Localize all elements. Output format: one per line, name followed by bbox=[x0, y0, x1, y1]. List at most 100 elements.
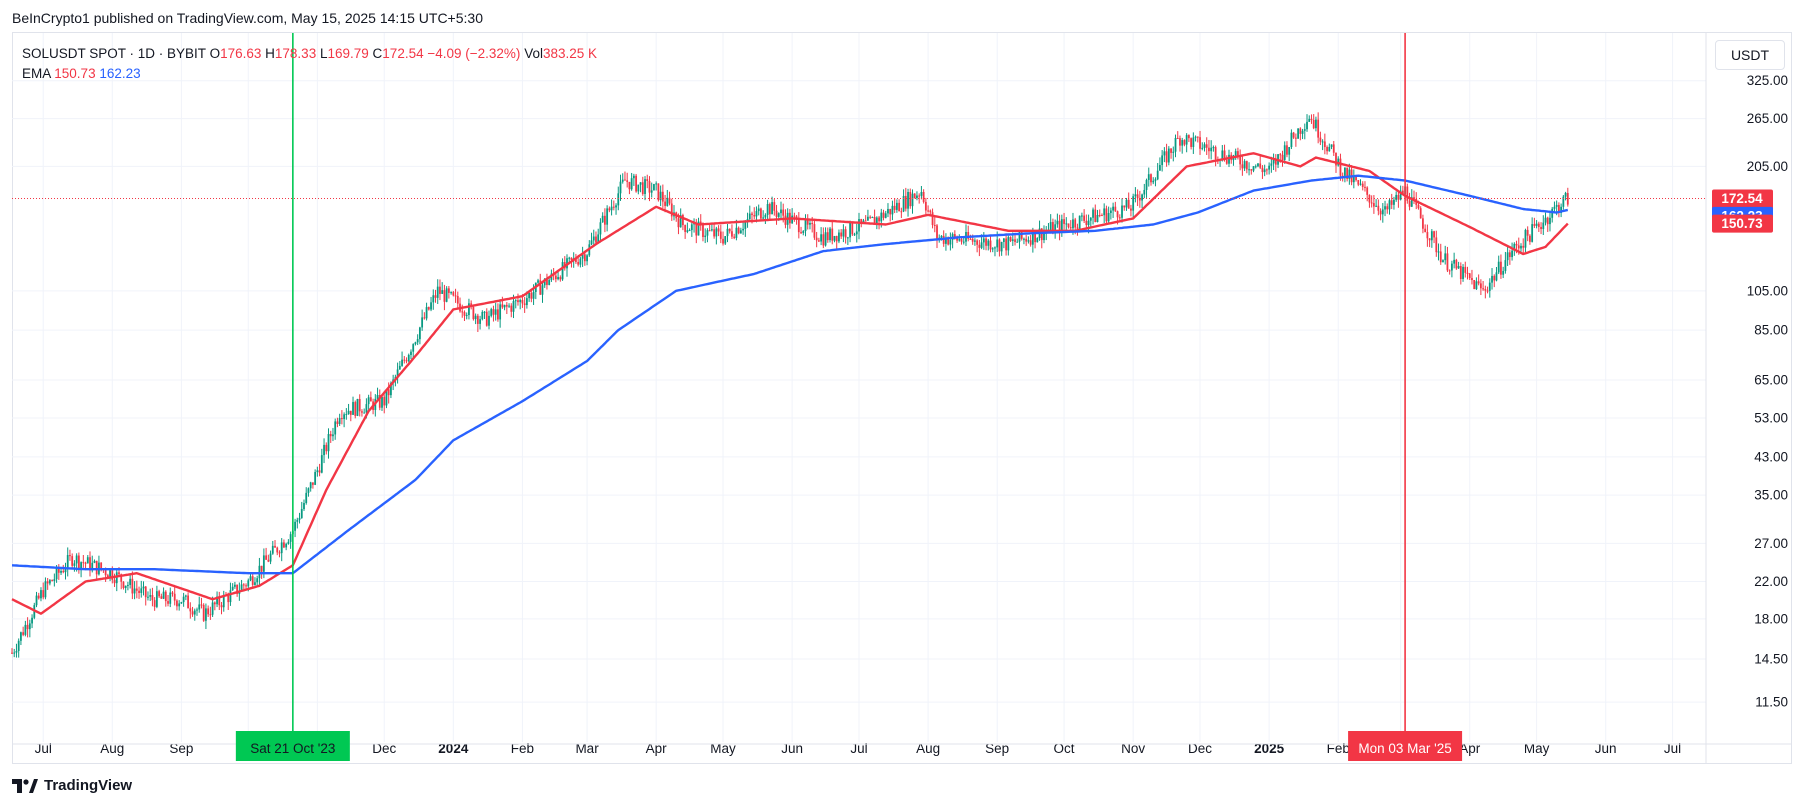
candle-body bbox=[262, 555, 265, 572]
candle-body bbox=[853, 234, 856, 236]
candle-body bbox=[26, 624, 29, 630]
candle-body bbox=[846, 237, 849, 239]
candle-body bbox=[383, 396, 386, 406]
currency-button[interactable]: USDT bbox=[1715, 40, 1785, 70]
candle-body bbox=[1161, 155, 1164, 166]
candle-body bbox=[1551, 208, 1554, 218]
close-value: 172.54 bbox=[382, 46, 424, 61]
candle-body bbox=[1468, 273, 1471, 279]
candle-body bbox=[958, 239, 961, 241]
candle-body bbox=[75, 555, 78, 564]
candle-body bbox=[1310, 118, 1313, 120]
candle-body bbox=[1495, 272, 1498, 281]
candle-body bbox=[269, 553, 272, 562]
brand-name: TradingView bbox=[44, 777, 133, 794]
candle-body bbox=[358, 398, 361, 412]
candle-body bbox=[1359, 183, 1362, 185]
candle-body bbox=[612, 206, 615, 208]
candle-body bbox=[329, 434, 332, 437]
candle-body bbox=[831, 228, 834, 241]
candle-body bbox=[118, 572, 120, 575]
candle-body bbox=[679, 214, 682, 228]
candle-body bbox=[133, 588, 136, 594]
x-tick-label: Mar bbox=[575, 741, 599, 756]
tradingview-brand[interactable]: TradingView bbox=[12, 777, 132, 794]
candle-body bbox=[971, 238, 974, 242]
ema-label[interactable]: EMA bbox=[22, 66, 51, 81]
candle-body bbox=[1011, 239, 1014, 241]
candle-body bbox=[242, 584, 245, 586]
candle-body bbox=[762, 217, 765, 219]
candle-body bbox=[1150, 174, 1152, 183]
candle-body bbox=[1386, 206, 1389, 210]
candle-body bbox=[327, 434, 330, 452]
candle-body bbox=[644, 179, 646, 195]
candle-body bbox=[842, 229, 845, 237]
candle-body bbox=[1435, 237, 1438, 253]
x-tick-label: Apr bbox=[1459, 741, 1481, 756]
candle-body bbox=[1446, 253, 1449, 271]
candle-body bbox=[111, 570, 114, 580]
candle-body bbox=[213, 602, 216, 605]
candle-body bbox=[343, 414, 346, 420]
candle-body bbox=[784, 215, 787, 225]
candle-body bbox=[265, 555, 267, 560]
candle-body bbox=[452, 292, 455, 296]
volume-value: 383.25 K bbox=[542, 46, 598, 61]
candle-body bbox=[835, 235, 838, 242]
candle-body bbox=[131, 578, 134, 594]
y-tick-label: 43.00 bbox=[1754, 449, 1788, 464]
candle-body bbox=[512, 301, 515, 312]
candle-body bbox=[189, 608, 192, 612]
candle-body bbox=[180, 602, 183, 604]
candle-body bbox=[127, 584, 129, 586]
candle-body bbox=[62, 571, 65, 573]
candle-body bbox=[532, 291, 535, 299]
candle-body bbox=[1270, 163, 1273, 166]
candle-body bbox=[704, 235, 707, 237]
candle-body bbox=[229, 590, 232, 603]
candle-body bbox=[69, 555, 71, 557]
candle-body bbox=[430, 302, 432, 310]
candle-body bbox=[1060, 219, 1063, 233]
candle-body bbox=[53, 579, 56, 582]
candle-body bbox=[1152, 180, 1155, 183]
candle-body bbox=[89, 557, 91, 571]
candle-body bbox=[207, 608, 210, 615]
candle-body bbox=[528, 292, 531, 299]
ema-line-blue[interactable] bbox=[11, 174, 1569, 575]
candle-body bbox=[144, 586, 147, 598]
candle-body bbox=[869, 216, 872, 218]
candle-body bbox=[1555, 204, 1558, 207]
candle-body bbox=[283, 542, 285, 548]
candle-body bbox=[855, 231, 858, 235]
x-tick-label: May bbox=[710, 741, 736, 756]
candle-body bbox=[581, 254, 584, 259]
candle-body bbox=[109, 570, 111, 578]
ema-line-red[interactable] bbox=[11, 152, 1569, 615]
candle-body bbox=[465, 315, 468, 317]
candle-body bbox=[980, 242, 983, 248]
candle-body bbox=[1196, 136, 1199, 138]
symbol-label[interactable]: SOLUSDT SPOT · 1D · BYBIT bbox=[22, 46, 206, 61]
candle-body bbox=[483, 311, 486, 313]
candle-body bbox=[962, 241, 965, 243]
x-tick-label: Sep bbox=[169, 741, 193, 756]
candle-body bbox=[267, 559, 270, 562]
high-value: 178.33 bbox=[274, 46, 317, 61]
candle-body bbox=[548, 279, 551, 285]
candle-body bbox=[1205, 144, 1208, 148]
candle-body bbox=[639, 182, 642, 185]
candle-body bbox=[1426, 232, 1429, 239]
candle-body bbox=[1475, 281, 1478, 290]
candle-body bbox=[1301, 130, 1304, 134]
candle-body bbox=[1486, 290, 1489, 292]
candle-body bbox=[771, 202, 773, 215]
chart-frame bbox=[12, 32, 1792, 764]
candle-body bbox=[1417, 204, 1420, 209]
candle-body bbox=[1317, 119, 1320, 138]
candle-body bbox=[142, 586, 145, 589]
candle-body bbox=[1165, 151, 1168, 163]
candle-body bbox=[764, 214, 767, 218]
